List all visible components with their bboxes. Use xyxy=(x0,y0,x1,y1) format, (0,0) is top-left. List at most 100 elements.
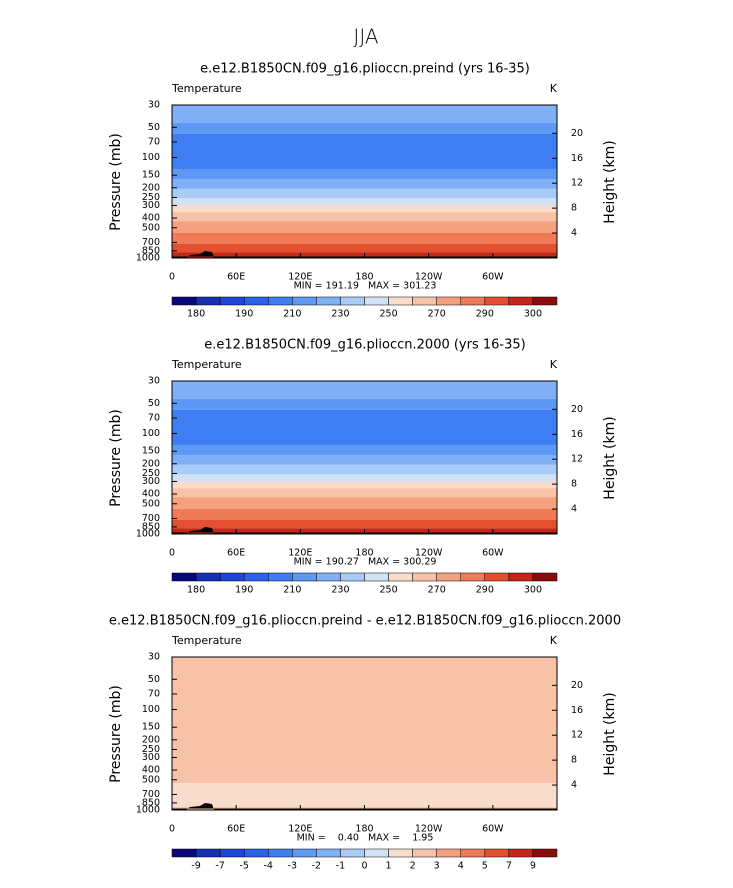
colorbar-box xyxy=(436,572,461,582)
y-tick-label: 700 xyxy=(142,513,160,524)
colorbar-label: 250 xyxy=(379,585,397,596)
y-axis-title: Pressure (mb) xyxy=(108,409,124,507)
colorbar-label: 1 xyxy=(386,861,392,872)
y-tick-label: 850 xyxy=(142,245,160,256)
contour-band xyxy=(172,497,557,509)
y-axis-title: Pressure (mb) xyxy=(108,133,124,231)
contour-band xyxy=(172,205,557,213)
y-tick-label: 100 xyxy=(142,428,160,439)
colorbar-box xyxy=(412,848,437,858)
y-tick-label: 70 xyxy=(148,688,160,699)
colorbar-box xyxy=(508,848,534,858)
colorbar-box xyxy=(532,572,558,582)
colorbar-box xyxy=(484,296,510,306)
colorbar-label: 0 xyxy=(361,861,367,872)
colorbar-label: -2 xyxy=(312,861,321,872)
x-tick-label: 120E xyxy=(288,548,312,559)
colorbar-box xyxy=(484,572,510,582)
y2-axis-title: Height (km) xyxy=(602,416,618,499)
colorbar-label: 270 xyxy=(428,585,446,596)
colorbar-box xyxy=(388,848,413,858)
colorbar-box xyxy=(340,296,365,306)
y-tick-label: 50 xyxy=(148,122,160,133)
y-tick-label: 100 xyxy=(142,704,160,715)
colorbar-box xyxy=(460,848,486,858)
colorbar-box xyxy=(219,848,245,858)
colorbar-box xyxy=(292,848,317,858)
x-tick-label: 120E xyxy=(288,272,312,283)
y2-tick-label: 12 xyxy=(571,454,583,465)
colorbar-box xyxy=(508,572,534,582)
colorbar-box xyxy=(364,572,389,582)
colorbar-box xyxy=(532,848,558,858)
y-tick-label: 30 xyxy=(148,376,160,387)
y-tick-label: 700 xyxy=(142,789,160,800)
colorbar-label: 190 xyxy=(235,585,253,596)
colorbar-box xyxy=(412,572,437,582)
contour-band xyxy=(172,481,557,489)
colorbar-label: 4 xyxy=(458,861,464,872)
y2-tick-label: 20 xyxy=(571,128,583,139)
y-tick-label: 150 xyxy=(142,170,160,181)
colorbar-box xyxy=(316,848,341,858)
figure-title: JJA xyxy=(353,25,378,49)
colorbar-box xyxy=(171,572,197,582)
contour-band xyxy=(172,398,557,410)
x-tick-label: 60E xyxy=(227,548,245,559)
y-tick-label: 500 xyxy=(142,222,160,233)
contour-band xyxy=(172,232,557,244)
y-tick-label: 70 xyxy=(148,412,160,423)
colorbar-label: -9 xyxy=(191,861,200,872)
y-tick-label: 500 xyxy=(142,774,160,785)
x-tick-label: 0 xyxy=(169,824,175,835)
x-tick-label: 180 xyxy=(355,824,373,835)
colorbar-label: 230 xyxy=(331,585,349,596)
x-tick-label: 60E xyxy=(227,824,245,835)
y2-tick-label: 12 xyxy=(571,178,583,189)
colorbar-box xyxy=(195,572,221,582)
colorbar-box xyxy=(364,296,389,306)
contour-band xyxy=(172,221,557,233)
y-tick-label: 30 xyxy=(148,652,160,663)
x-tick-label: 180 xyxy=(355,548,373,559)
contour-band xyxy=(172,464,557,475)
y2-tick-label: 12 xyxy=(571,730,583,741)
colorbar-label: 2 xyxy=(410,861,416,872)
x-tick-label: 120E xyxy=(288,824,312,835)
contour-band xyxy=(172,179,557,189)
y-tick-label: 300 xyxy=(142,752,160,763)
contour-band xyxy=(172,783,557,807)
colorbar-box xyxy=(292,296,317,306)
contour-band xyxy=(172,105,557,123)
colorbar-box xyxy=(316,572,341,582)
y-tick-label: 300 xyxy=(142,476,160,487)
colorbar-box xyxy=(316,296,341,306)
colorbar-box xyxy=(364,848,389,858)
x-tick-label: 0 xyxy=(169,272,175,283)
y2-axis-title: Height (km) xyxy=(602,692,618,775)
colorbar-box xyxy=(243,848,269,858)
y-tick-label: 150 xyxy=(142,446,160,457)
contour-band xyxy=(172,508,557,520)
colorbar-label: 3 xyxy=(434,861,440,872)
colorbar-label: 270 xyxy=(428,309,446,320)
y-tick-label: 200 xyxy=(142,734,160,745)
y-tick-label: 250 xyxy=(142,192,160,203)
contour-band xyxy=(172,133,557,169)
colorbar-label: 210 xyxy=(283,585,301,596)
variable-label: Temperature xyxy=(171,82,242,95)
colorbar-box xyxy=(340,848,365,858)
contour-band xyxy=(172,122,557,134)
colorbar-label: 290 xyxy=(476,309,494,320)
min-max: MIN = 190.27 MAX = 300.29 xyxy=(294,557,437,568)
y-tick-label: 250 xyxy=(142,744,160,755)
y-tick-label: 850 xyxy=(142,521,160,532)
min-max: MIN = 191.19 MAX = 301.23 xyxy=(294,281,437,292)
y-tick-label: 700 xyxy=(142,237,160,248)
contour-band xyxy=(172,519,557,529)
x-tick-label: 60E xyxy=(227,272,245,283)
y-tick-label: 1000 xyxy=(136,805,160,816)
colorbar-label: 5 xyxy=(482,861,488,872)
y-tick-label: 400 xyxy=(142,765,160,776)
